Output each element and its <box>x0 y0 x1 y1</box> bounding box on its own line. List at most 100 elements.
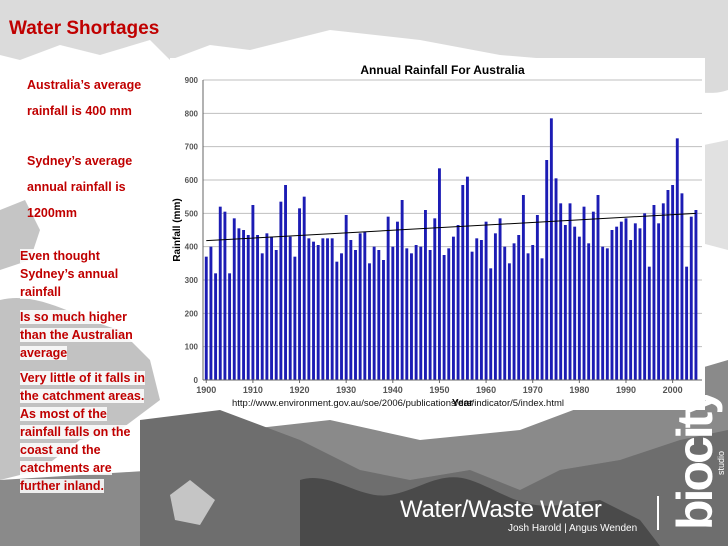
bar <box>498 218 502 380</box>
note-line: further inland. <box>20 479 105 493</box>
bar <box>428 250 432 380</box>
bar <box>377 250 381 380</box>
chart-title: Annual Rainfall For Australia <box>360 63 525 77</box>
slide-title: Water Shortages <box>9 18 160 39</box>
y-tick-label: 300 <box>185 276 199 285</box>
y-tick-label: 800 <box>185 109 199 118</box>
note-explanation-3: Very little of it falls in the catchment… <box>20 369 146 495</box>
rainfall-chart: 0 100 200 300 400 500 600 700 800 900 1900 1910 1920… <box>170 58 705 410</box>
bar <box>545 160 549 380</box>
note-line: Is so much higher <box>20 310 127 324</box>
bar <box>274 250 278 380</box>
bar <box>260 253 264 380</box>
bar <box>326 238 329 380</box>
bar <box>419 246 423 380</box>
bar <box>237 228 241 380</box>
x-tick-label: 2000 <box>663 385 683 395</box>
bar <box>484 221 488 380</box>
bar <box>605 248 609 380</box>
note-line: Sydney’s average <box>27 154 133 168</box>
bar <box>265 233 269 380</box>
bar <box>344 215 348 380</box>
note-line: Sydney’s annual <box>20 267 119 281</box>
bar <box>284 185 287 380</box>
bar <box>493 233 497 380</box>
bar <box>549 118 553 381</box>
bar <box>657 223 661 380</box>
bar <box>368 263 371 380</box>
bar <box>554 178 558 380</box>
bar <box>405 248 409 380</box>
bar <box>414 245 418 380</box>
bar <box>256 235 260 380</box>
bar <box>465 176 469 380</box>
bar <box>633 223 637 380</box>
note-line: Australia’s average <box>27 78 142 92</box>
bar <box>479 240 483 380</box>
bar <box>475 238 479 380</box>
bar <box>307 238 311 380</box>
bar <box>666 190 670 380</box>
bar <box>652 205 656 380</box>
bar <box>312 241 315 380</box>
chart-svg: 0 100 200 300 400 500 600 700 800 900 1900 1910 1920… <box>172 63 702 409</box>
bar <box>442 255 446 380</box>
bar <box>573 226 577 380</box>
bar <box>437 168 441 380</box>
bar <box>610 230 614 380</box>
bar <box>512 243 516 380</box>
x-tick-label: 1970 <box>523 385 543 395</box>
bar <box>521 195 525 380</box>
bar <box>251 205 255 380</box>
bar <box>382 260 385 380</box>
bar <box>298 208 301 380</box>
bar <box>643 213 647 380</box>
bar <box>391 246 395 380</box>
x-tick-label: 1980 <box>569 385 589 395</box>
note-line: Even thought <box>20 249 100 263</box>
note-line: than the Australian <box>20 328 133 342</box>
bar <box>596 195 600 380</box>
svg-text:biocity: biocity <box>667 395 723 530</box>
bar <box>433 218 437 380</box>
bar <box>526 253 530 380</box>
bar <box>540 258 544 380</box>
y-tick-label: 600 <box>185 176 199 185</box>
bar <box>232 218 236 380</box>
bar <box>461 185 465 380</box>
bar <box>507 263 511 380</box>
x-tick-label: 1920 <box>290 385 310 395</box>
bar <box>447 248 451 380</box>
bar <box>638 228 642 380</box>
bar <box>246 235 250 380</box>
note-line: rainfall is 400 mm <box>27 104 132 118</box>
bar <box>689 216 693 380</box>
x-tick-label: 1910 <box>243 385 263 395</box>
y-tick-label: 400 <box>185 243 199 252</box>
bar <box>685 266 689 380</box>
bar <box>577 236 581 380</box>
bar <box>400 200 404 380</box>
x-tick-label: 1940 <box>383 385 403 395</box>
bar <box>601 246 605 380</box>
bar <box>503 246 507 380</box>
bar <box>363 231 367 380</box>
bar <box>209 246 213 380</box>
bar <box>591 211 595 380</box>
bar <box>354 250 357 380</box>
y-tick-label: 100 <box>185 343 199 352</box>
bar <box>615 226 619 380</box>
x-tick-label: 1930 <box>336 385 356 395</box>
bar <box>316 245 320 380</box>
bar <box>531 245 535 380</box>
bar <box>358 233 362 380</box>
bar <box>680 193 684 380</box>
bar <box>424 210 427 380</box>
y-tick-label: 500 <box>185 209 199 218</box>
bar <box>517 235 521 380</box>
bar <box>661 203 665 380</box>
trend-line <box>206 212 696 242</box>
note-line: annual rainfall is <box>27 180 126 194</box>
bar <box>302 196 306 380</box>
svg-text:studio: studio <box>716 451 726 475</box>
